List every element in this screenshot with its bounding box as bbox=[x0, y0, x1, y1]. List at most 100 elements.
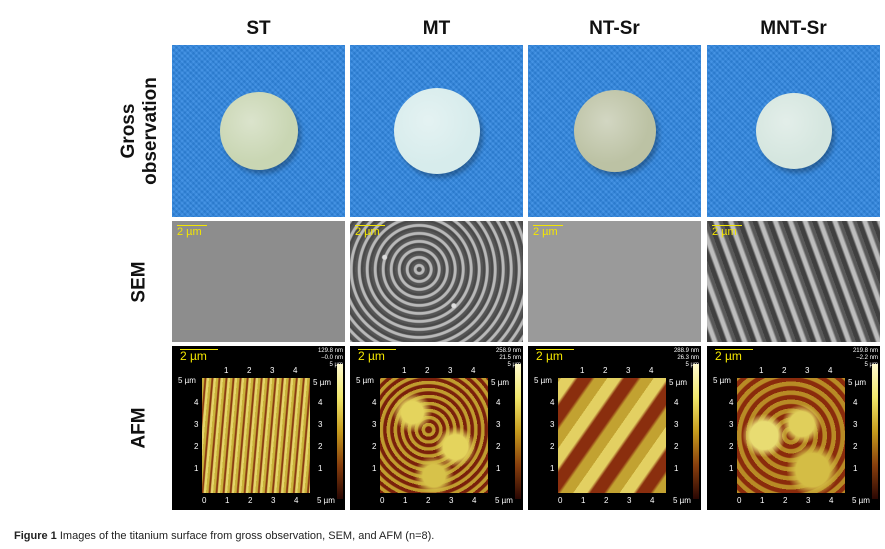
afm-panel-mnt-sr: 2 µm 219.8 nm–2.2 nm5 µm 5 µm 5 µm 1 2 3 4 4… bbox=[707, 346, 880, 510]
afm-tick-label: 1 bbox=[853, 464, 858, 473]
afm-tick-label: 3 bbox=[729, 420, 734, 429]
afm-tick-label: 2 bbox=[782, 366, 787, 375]
column-header-mt: MT bbox=[422, 18, 451, 39]
afm-tick-label: 0 bbox=[558, 496, 563, 505]
gross-panel-mt bbox=[350, 45, 523, 217]
afm-tick-label: 1 bbox=[550, 464, 555, 473]
gross-panel-mnt-sr bbox=[707, 45, 880, 217]
column-header-st: ST bbox=[246, 18, 271, 39]
gross-panel-nt-sr bbox=[528, 45, 701, 217]
afm-tick-label: 2 bbox=[604, 496, 609, 505]
afm-tick-label: 2 bbox=[248, 496, 253, 505]
row-label-afm-text: AFM bbox=[129, 407, 150, 449]
afm-tick-label: 3 bbox=[194, 420, 199, 429]
afm-tick-label: 4 bbox=[650, 496, 655, 505]
row-label-sem-text: SEM bbox=[129, 260, 150, 303]
figure-label: Figure 1 bbox=[14, 530, 57, 542]
afm-tick-label: 2 bbox=[853, 442, 858, 451]
afm-tick-label: 3 bbox=[627, 496, 632, 505]
afm-tick-label: 1 bbox=[674, 464, 679, 473]
afm-tick-label: 3 bbox=[674, 420, 679, 429]
afm-tick-label: 4 bbox=[828, 366, 833, 375]
afm-tick-label: 2 bbox=[425, 366, 430, 375]
afm-tick-label: 1 bbox=[581, 496, 586, 505]
afm-tick-label: 2 bbox=[550, 442, 555, 451]
afm-tick-label: 0 bbox=[737, 496, 742, 505]
afm-axis-label: 5 µm bbox=[534, 376, 552, 385]
row-label-gross: Gross observation bbox=[110, 45, 170, 217]
afm-surface-map bbox=[202, 378, 310, 493]
afm-surface-map bbox=[380, 378, 488, 493]
afm-surface-map bbox=[737, 378, 845, 493]
afm-surface-map bbox=[558, 378, 666, 493]
afm-tick-label: 4 bbox=[293, 366, 298, 375]
afm-tick-label: 3 bbox=[318, 420, 323, 429]
afm-tick-label: 5 µm bbox=[673, 496, 691, 505]
afm-axis-label: 5 µm bbox=[178, 376, 196, 385]
afm-tick-label: 2 bbox=[603, 366, 608, 375]
gross-panel-st bbox=[172, 45, 345, 217]
afm-tick-label: 4 bbox=[294, 496, 299, 505]
titanium-disc-st bbox=[219, 92, 298, 170]
afm-tick-label: 1 bbox=[580, 366, 585, 375]
figure-caption-text: Images of the titanium surface from gros… bbox=[59, 530, 435, 542]
afm-axis-label: 5 µm bbox=[313, 378, 331, 387]
afm-scale-bar: 2 µm bbox=[715, 349, 753, 363]
column-header-mnt-sr: MNT-Sr bbox=[760, 18, 827, 39]
afm-tick-label: 3 bbox=[271, 496, 276, 505]
afm-colorbar bbox=[872, 364, 878, 499]
afm-height-range: 129.8 nm–0.0 nm5 µm bbox=[317, 348, 343, 368]
afm-tick-label: 3 bbox=[448, 366, 453, 375]
afm-axis-label: 5 µm bbox=[669, 378, 687, 387]
afm-tick-label: 2 bbox=[674, 442, 679, 451]
afm-tick-label: 5 µm bbox=[317, 496, 335, 505]
afm-tick-label: 5 µm bbox=[852, 496, 870, 505]
afm-tick-label: 1 bbox=[224, 366, 229, 375]
afm-tick-label: 3 bbox=[853, 420, 858, 429]
afm-tick-label: 1 bbox=[760, 496, 765, 505]
sem-scale-bar: 2 µm bbox=[533, 225, 563, 238]
afm-tick-label: 1 bbox=[403, 496, 408, 505]
sem-panel-mt: 2 µm bbox=[350, 221, 523, 342]
afm-tick-label: 3 bbox=[806, 496, 811, 505]
afm-tick-label: 0 bbox=[202, 496, 207, 505]
sem-panel-nt-sr: 2 µm bbox=[528, 221, 701, 342]
afm-tick-label: 4 bbox=[472, 496, 477, 505]
afm-tick-label: 4 bbox=[729, 398, 734, 407]
afm-tick-label: 3 bbox=[550, 420, 555, 429]
afm-colorbar bbox=[337, 364, 343, 499]
afm-height-range: 219.8 nm–2.2 nm5 µm bbox=[852, 348, 878, 368]
afm-tick-label: 1 bbox=[318, 464, 323, 473]
afm-axis-label: 5 µm bbox=[491, 378, 509, 387]
afm-tick-label: 3 bbox=[805, 366, 810, 375]
afm-tick-label: 2 bbox=[194, 442, 199, 451]
sem-panel-mnt-sr: 2 µm bbox=[707, 221, 880, 342]
afm-tick-label: 2 bbox=[426, 496, 431, 505]
afm-tick-label: 4 bbox=[372, 398, 377, 407]
afm-tick-label: 2 bbox=[247, 366, 252, 375]
row-label-gross-text: Gross observation bbox=[118, 77, 161, 185]
row-label-afm: AFM bbox=[110, 346, 170, 510]
sem-panel-st: 2 µm bbox=[172, 221, 345, 342]
afm-tick-label: 4 bbox=[649, 366, 654, 375]
afm-tick-label: 2 bbox=[496, 442, 501, 451]
sem-scale-bar: 2 µm bbox=[177, 225, 207, 238]
row-label-sem: SEM bbox=[110, 221, 170, 342]
afm-tick-label: 3 bbox=[496, 420, 501, 429]
afm-tick-label: 4 bbox=[674, 398, 679, 407]
afm-tick-label: 1 bbox=[225, 496, 230, 505]
figure-caption: Figure 1 Images of the titanium surface … bbox=[14, 530, 434, 543]
afm-panel-st: 2 µm 129.8 nm–0.0 nm5 µm 5 µm 5 µm 1 2 3 4 4… bbox=[172, 346, 345, 510]
afm-tick-label: 1 bbox=[402, 366, 407, 375]
afm-axis-label: 5 µm bbox=[713, 376, 731, 385]
afm-tick-label: 3 bbox=[626, 366, 631, 375]
afm-tick-label: 1 bbox=[759, 366, 764, 375]
afm-tick-label: 1 bbox=[194, 464, 199, 473]
afm-scale-bar: 2 µm bbox=[358, 349, 396, 363]
afm-scale-bar: 2 µm bbox=[180, 349, 218, 363]
afm-tick-label: 2 bbox=[318, 442, 323, 451]
